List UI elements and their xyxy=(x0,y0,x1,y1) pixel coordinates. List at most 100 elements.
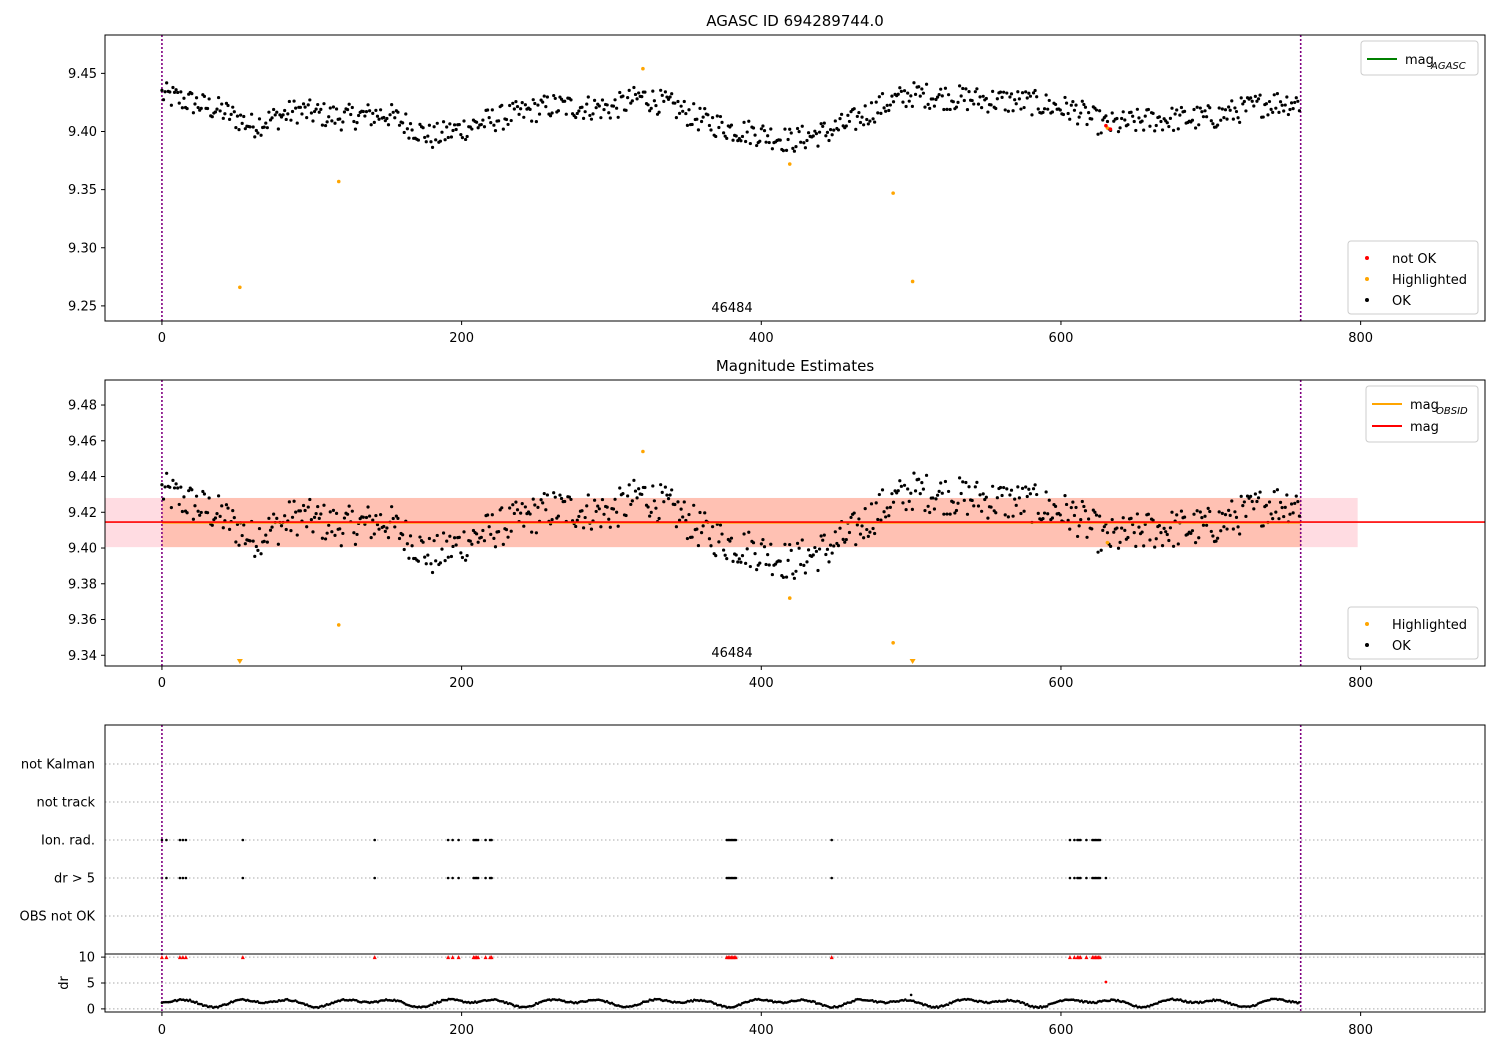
ok-point xyxy=(1154,123,1158,128)
x-tick-label: 0 xyxy=(158,1023,166,1038)
ok-point xyxy=(1164,530,1168,534)
ok-point xyxy=(806,548,811,552)
ok-point xyxy=(193,504,197,508)
ok-point xyxy=(479,122,483,127)
ok-point xyxy=(490,108,494,112)
ok-point xyxy=(577,109,581,113)
ok-point xyxy=(797,130,801,134)
ok-point xyxy=(405,127,409,131)
dr-clipped-marker xyxy=(164,955,169,960)
ok-point xyxy=(854,127,858,131)
ok-point xyxy=(438,139,443,143)
ok-point xyxy=(696,543,701,548)
ok-point xyxy=(989,505,993,509)
ok-point xyxy=(934,497,938,501)
ok-point xyxy=(250,112,254,116)
ok-point xyxy=(784,575,789,579)
ok-point xyxy=(599,116,603,120)
flag-label: not track xyxy=(36,796,95,811)
ok-point xyxy=(382,115,386,120)
ok-point xyxy=(959,94,963,98)
flag-point xyxy=(1073,838,1076,842)
ok-point xyxy=(670,488,674,492)
ok-point xyxy=(991,484,995,488)
ok-point xyxy=(382,524,386,529)
ok-point xyxy=(676,99,680,104)
ok-point xyxy=(515,508,520,512)
ok-point xyxy=(1135,107,1139,111)
ok-point xyxy=(328,510,332,514)
ok-point xyxy=(703,106,707,111)
ok-point xyxy=(1230,499,1234,503)
ok-point xyxy=(1063,95,1067,100)
flag-point xyxy=(457,876,460,880)
ok-point xyxy=(232,110,236,114)
ok-point xyxy=(190,488,194,492)
ok-point xyxy=(265,540,269,544)
ok-point xyxy=(640,492,644,497)
ok-point xyxy=(789,548,793,552)
ok-point xyxy=(1024,485,1028,489)
ok-point xyxy=(681,109,685,113)
ok-point xyxy=(766,134,770,138)
ok-point xyxy=(451,544,455,549)
ok-point xyxy=(1175,513,1179,517)
ok-point xyxy=(300,112,304,116)
ok-point xyxy=(917,477,921,481)
ok-point xyxy=(460,555,465,560)
ok-point xyxy=(723,553,727,557)
ok-point xyxy=(855,114,859,119)
ok-point xyxy=(637,487,641,491)
ok-point xyxy=(627,483,631,487)
ok-point xyxy=(682,500,686,504)
ok-point xyxy=(210,523,214,527)
ok-point xyxy=(855,523,859,527)
ok-point xyxy=(1241,102,1245,106)
ok-point xyxy=(1053,102,1058,107)
ok-point xyxy=(449,554,454,559)
ok-point xyxy=(383,529,387,533)
ok-point xyxy=(739,560,743,564)
ok-point xyxy=(1160,128,1165,132)
ok-point xyxy=(237,128,241,132)
flag-point xyxy=(373,876,377,880)
ok-point xyxy=(353,542,358,546)
flag-point xyxy=(1079,876,1082,880)
ok-point xyxy=(913,92,918,96)
ok-point xyxy=(1099,548,1103,552)
ok-point xyxy=(833,119,837,123)
ok-point xyxy=(1190,529,1195,533)
ok-point xyxy=(918,492,922,496)
ok-point xyxy=(1267,99,1272,104)
ok-point xyxy=(325,531,329,535)
ok-point xyxy=(355,532,359,537)
ok-point xyxy=(432,539,436,543)
ok-point xyxy=(323,123,328,128)
ok-point xyxy=(548,114,553,118)
dr-point xyxy=(920,1002,924,1005)
ok-point xyxy=(844,537,848,542)
dr-point xyxy=(439,1000,442,1004)
ok-point xyxy=(1227,105,1231,109)
ok-point xyxy=(907,499,911,504)
ok-point xyxy=(1115,526,1119,530)
ok-point xyxy=(407,556,411,560)
ok-point xyxy=(670,92,674,96)
ok-point xyxy=(751,126,756,130)
ok-point xyxy=(791,572,795,576)
ok-point xyxy=(830,551,834,555)
legend-label: mag xyxy=(1405,53,1434,68)
ok-point xyxy=(292,499,296,503)
ok-point xyxy=(1261,115,1265,119)
ok-point xyxy=(652,499,656,503)
ok-point xyxy=(1044,93,1048,97)
ok-point xyxy=(720,120,724,125)
ok-point xyxy=(312,109,317,114)
ok-point xyxy=(602,107,606,112)
ok-point xyxy=(819,534,823,538)
ok-point xyxy=(1000,493,1004,498)
ok-point xyxy=(643,90,647,94)
flag-label: dr > 5 xyxy=(54,872,95,887)
ok-point xyxy=(1277,517,1281,521)
ok-point xyxy=(926,504,930,508)
